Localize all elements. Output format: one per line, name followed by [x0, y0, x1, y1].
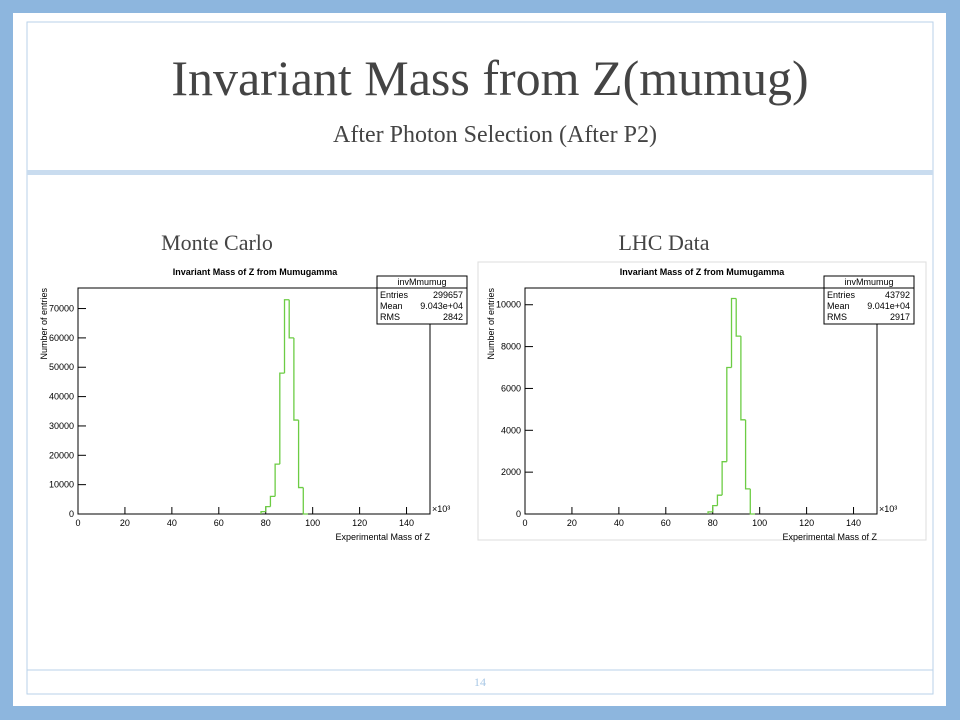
- y-tick-label: 0: [516, 509, 521, 519]
- y-tick-label: 60000: [49, 333, 74, 343]
- histogram-bin: [749, 488, 755, 515]
- stats-title: invMmumug: [844, 277, 893, 287]
- slide-subtitle: After Photon Selection (After P2): [333, 122, 657, 148]
- histogram-bin: [283, 299, 290, 374]
- x-multiplier: ×10³: [432, 504, 450, 514]
- y-tick-label: 4000: [501, 425, 521, 435]
- x-tick-label: 80: [708, 518, 718, 528]
- y-tick-label: 40000: [49, 392, 74, 402]
- stats-key: Mean: [827, 301, 850, 311]
- histogram-bin: [744, 419, 751, 490]
- x-tick-label: 20: [567, 518, 577, 528]
- histogram-bin: [269, 495, 276, 507]
- stats-value: 2842: [443, 312, 463, 322]
- histogram-bin: [288, 299, 294, 339]
- x-tick-label: 60: [661, 518, 671, 528]
- histogram-bin: [740, 336, 746, 421]
- title-rule: [27, 170, 933, 175]
- slide-panel: [13, 13, 946, 706]
- histogram-bin: [297, 420, 304, 489]
- y-tick-label: 50000: [49, 362, 74, 372]
- x-tick-label: 140: [399, 518, 414, 528]
- stats-key: RMS: [380, 312, 400, 322]
- x-tick-label: 120: [799, 518, 814, 528]
- x-tick-label: 100: [752, 518, 767, 528]
- histogram-bin: [265, 506, 271, 512]
- stats-title: invMmumug: [397, 277, 446, 287]
- y-tick-label: 30000: [49, 421, 74, 431]
- histogram-bin: [260, 511, 266, 514]
- x-tick-label: 0: [75, 518, 80, 528]
- x-tick-label: 140: [846, 518, 861, 528]
- y-tick-label: 8000: [501, 342, 521, 352]
- chart-title: Invariant Mass of Z from Mumugamma: [620, 267, 786, 277]
- x-tick-label: 40: [167, 518, 177, 528]
- histogram-bin: [274, 463, 280, 497]
- y-tick-label: 6000: [501, 383, 521, 393]
- stats-key: Entries: [380, 290, 409, 300]
- histogram-bin: [293, 337, 299, 421]
- x-multiplier: ×10³: [879, 504, 897, 514]
- stats-box: [823, 275, 915, 325]
- histogram-bin: [716, 494, 723, 506]
- stats-value: 9.041e+04: [867, 301, 910, 311]
- stats-key: Entries: [827, 290, 856, 300]
- stats-key: RMS: [827, 312, 847, 322]
- plot-frame: [77, 287, 431, 515]
- y-tick-label: 70000: [49, 304, 74, 314]
- chart-caption: LHC Data: [618, 230, 709, 255]
- chart-title: Invariant Mass of Z from Mumugamma: [173, 267, 339, 277]
- stats-value: 9.043e+04: [420, 301, 463, 311]
- y-tick-label: 2000: [501, 467, 521, 477]
- histogram-bin: [302, 487, 308, 515]
- stats-value: 299657: [433, 290, 463, 300]
- stats-value: 2917: [890, 312, 910, 322]
- histogram-bin: [726, 366, 732, 462]
- histogram-bin: [707, 511, 713, 514]
- plot-image-frame: [477, 261, 927, 541]
- histogram-bin: [730, 297, 737, 368]
- x-tick-label: 0: [522, 518, 527, 528]
- plot-frame: [524, 287, 878, 515]
- y-tick-label: 10000: [496, 300, 521, 310]
- stats-box: [376, 275, 468, 325]
- x-axis-label: Experimental Mass of Z: [782, 532, 877, 542]
- x-tick-label: 120: [352, 518, 367, 528]
- histogram-bin: [735, 298, 741, 337]
- y-tick-label: 0: [69, 509, 74, 519]
- y-axis-label: Number of entries: [39, 288, 49, 360]
- chart-caption: Monte Carlo: [161, 230, 273, 255]
- y-axis-label: Number of entries: [486, 288, 496, 360]
- slide-title: Invariant Mass from Z(mumug): [171, 50, 808, 106]
- histogram-bin: [712, 504, 718, 512]
- stats-value: 43792: [885, 290, 910, 300]
- x-tick-label: 60: [214, 518, 224, 528]
- x-tick-label: 20: [120, 518, 130, 528]
- x-tick-label: 100: [305, 518, 320, 528]
- stats-key: Mean: [380, 301, 403, 311]
- histogram-bin: [279, 372, 285, 465]
- x-axis-label: Experimental Mass of Z: [335, 532, 430, 542]
- x-tick-label: 80: [261, 518, 271, 528]
- slide-frame: [26, 21, 934, 695]
- y-tick-label: 20000: [49, 450, 74, 460]
- x-tick-label: 40: [614, 518, 624, 528]
- y-tick-label: 10000: [49, 480, 74, 490]
- histogram-bin: [721, 461, 727, 496]
- page-number: 14: [474, 675, 486, 689]
